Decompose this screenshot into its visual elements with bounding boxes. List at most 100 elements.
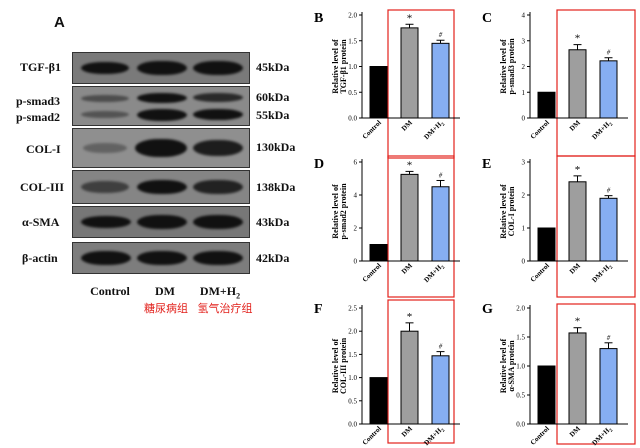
significance-mark: * <box>575 33 581 45</box>
highlight-box <box>556 303 636 445</box>
kda-psmad3: 60kDa <box>256 90 290 104</box>
band <box>81 111 129 118</box>
x-tick-label: Control <box>361 425 383 447</box>
lane-cn-dm: 糖尿病组 <box>144 302 188 315</box>
y-tick-label: 2 <box>522 192 526 200</box>
y-axis-label: α-SMA protein <box>507 340 516 392</box>
x-tick-label: Control <box>529 425 551 447</box>
bar-dm <box>400 27 419 119</box>
y-axis-label: Relative level of <box>499 339 508 394</box>
chart-f: F Relative level of COL-III protein 0.0 0.5 1… <box>314 299 460 448</box>
y-tick-label: 2.0 <box>348 328 357 336</box>
y-tick-label: 3 <box>522 37 526 45</box>
y-tick-label: 2.5 <box>348 305 357 313</box>
y-tick-label: 1.0 <box>348 374 357 382</box>
x-tick-label: DM+H2 <box>423 424 447 448</box>
band <box>81 95 129 102</box>
bar-dm-h2 <box>599 348 618 425</box>
bar-dm-h2 <box>599 197 618 262</box>
y-tick-label: 3 <box>522 159 526 167</box>
y-axis-label: Relative level of <box>499 184 508 239</box>
highlight-box <box>556 155 636 298</box>
y-tick-label: 6 <box>354 159 358 167</box>
y-tick-label: 0.5 <box>348 397 357 405</box>
y-axis-label: COL-III protein <box>339 337 348 394</box>
blot-strip-psmad <box>72 86 250 126</box>
y-axis-label: p-smad2 protein <box>339 183 348 240</box>
lane-label-dm: DM <box>155 284 175 298</box>
y-tick-label: 2 <box>354 225 358 233</box>
y-tick-label: 1.5 <box>348 37 357 45</box>
bar-dm <box>568 49 587 119</box>
panel-letter: G <box>482 302 493 317</box>
chart-d: D Relative level of p-smad2 protein 0 2 4 6 Con… <box>314 155 460 298</box>
bar-dm-h2 <box>431 186 450 262</box>
band <box>81 251 131 265</box>
band <box>193 215 243 229</box>
blot-label-psmad2: p-smad2 <box>16 110 61 124</box>
y-tick-label: 1 <box>522 89 526 97</box>
bar-dm <box>400 330 419 425</box>
significance-mark: # <box>439 31 443 39</box>
bar-control <box>537 365 556 425</box>
x-tick-label: Control <box>361 262 383 284</box>
band <box>193 109 243 120</box>
x-tick-label: DM+H2 <box>591 261 615 285</box>
highlight-box <box>387 9 455 159</box>
y-tick-label: 2.0 <box>348 12 357 20</box>
bar-dm-h2 <box>431 355 450 425</box>
significance-mark: * <box>575 164 581 176</box>
band <box>137 93 187 103</box>
blot-label-tgfb1: TGF-β1 <box>20 60 61 74</box>
panel-letter: F <box>314 302 323 317</box>
y-tick-label: 2 <box>522 63 526 71</box>
y-tick-label: 0.5 <box>516 392 525 400</box>
band <box>193 140 243 156</box>
blot-strip-asma <box>72 206 250 238</box>
highlight-box <box>387 299 455 444</box>
y-axis-label: p-smad3 protein <box>507 38 516 95</box>
panel-letter: E <box>482 157 491 172</box>
y-axis-label: Relative level of <box>331 184 340 239</box>
x-tick-label: DM+H2 <box>423 118 447 142</box>
band <box>81 216 131 228</box>
chart-b: B Relative level of TGF-β1 protein 0.0 0.5 1.… <box>314 9 460 159</box>
blot-strip-col1 <box>72 128 250 168</box>
y-tick-label: 0.0 <box>348 115 357 123</box>
lane-cn-dmh2: 氢气治疗组 <box>197 302 253 315</box>
band <box>137 215 187 229</box>
kda-tgfb1: 45kDa <box>256 60 290 74</box>
x-tick-label: Control <box>529 119 551 141</box>
kda-psmad2: 55kDa <box>256 108 290 122</box>
significance-mark: # <box>607 334 611 342</box>
blot-label-bactin: β-actin <box>22 251 58 265</box>
x-tick-label: DM+H2 <box>591 118 615 142</box>
blot-strip-col3 <box>72 170 250 204</box>
x-tick-label: DM <box>568 118 582 132</box>
significance-mark: * <box>575 316 581 328</box>
y-tick-label: 1 <box>522 225 526 233</box>
blot-strip-tgfb1 <box>72 52 250 84</box>
significance-mark: * <box>407 159 413 171</box>
kda-asma: 43kDa <box>256 215 290 229</box>
y-tick-label: 0 <box>522 115 526 123</box>
significance-mark: # <box>607 49 611 57</box>
significance-mark: * <box>407 311 413 323</box>
blot-label-col1: COL-I <box>26 142 61 156</box>
bar-control <box>369 377 388 425</box>
kda-col3: 138kDa <box>256 180 296 194</box>
y-axis-label: Relative level of <box>331 339 340 394</box>
band <box>81 181 129 193</box>
chart-g: G Relative level of α-SMA protein 0.0 0.5 1.0… <box>482 302 636 448</box>
y-axis-label: Relative level of <box>499 39 508 94</box>
y-tick-label: 2.0 <box>516 305 525 313</box>
bar-dm <box>568 181 587 262</box>
blot-label-asma: α-SMA <box>22 215 60 229</box>
lane-label-dmh2: DM+H2 <box>199 284 241 301</box>
x-tick-label: DM <box>568 424 582 438</box>
band <box>137 180 187 194</box>
significance-mark: * <box>407 12 413 24</box>
significance-mark: # <box>439 171 443 179</box>
band <box>135 139 187 157</box>
